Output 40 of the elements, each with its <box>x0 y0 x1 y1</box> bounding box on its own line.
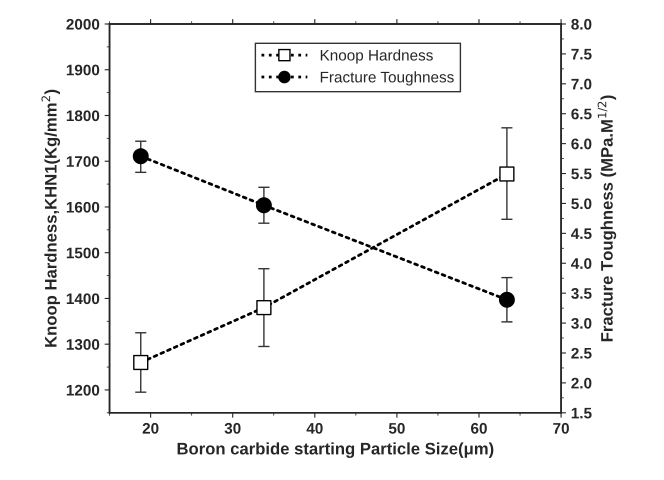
y2-tick-label: 4.5 <box>571 228 592 240</box>
y2-tick-label: 6.0 <box>571 138 592 150</box>
x-tick-label: 60 <box>471 422 487 434</box>
y-tick-label: 1600 <box>66 202 100 213</box>
y2-tick-label: 3.5 <box>571 288 592 299</box>
y-tick-label: 1300 <box>66 339 100 350</box>
point <box>256 300 272 316</box>
point <box>133 354 148 370</box>
y2-tick-label: 5.0 <box>571 198 592 210</box>
point <box>132 148 149 164</box>
y2-tick-label: 2.5 <box>571 348 592 359</box>
x-axis-title: Boron carbide starting Particle Size(μm) <box>178 442 494 458</box>
x-tick-label: 50 <box>388 422 405 434</box>
y-tick-label: 1200 <box>66 384 100 396</box>
y2-tick-label: 4.0 <box>571 258 592 269</box>
y2-tick-label: 7.0 <box>571 78 592 90</box>
y-tick-label: 1700 <box>66 156 100 167</box>
x-tick-label: 40 <box>306 422 323 434</box>
y2-tick-label: 8.0 <box>571 18 592 30</box>
x-tick-label: 20 <box>142 422 158 434</box>
y2-tick-label: 2.0 <box>571 378 592 389</box>
legend-label: Fracture Toughness <box>320 71 454 86</box>
y-tick-label: 1900 <box>66 64 100 76</box>
y-axis-title: Knoop Hardness,KHN1(Kg/mm$^{2}$) <box>41 90 60 347</box>
y2-tick-label: 5.5 <box>571 168 592 180</box>
y-tick-label: 1500 <box>66 248 100 258</box>
y-tick-label: 1800 <box>66 110 100 122</box>
x-tick-label: 70 <box>553 422 569 434</box>
y-tick-label: 1400 <box>66 293 100 304</box>
point <box>256 197 272 214</box>
legend-label: Knoop Hardness <box>320 49 433 64</box>
y2-tick-label: 1.5 <box>572 408 592 418</box>
y-tick-label: 2000 <box>66 18 100 30</box>
y2-axis-title: Fracture Toughness (MPa.M$^{1/2}$) <box>598 95 616 342</box>
point <box>498 292 515 308</box>
y2-tick-label: 6.5 <box>571 108 592 120</box>
point <box>499 166 515 182</box>
y2-tick-label: 7.5 <box>571 48 592 60</box>
y2-tick-label: 3.0 <box>571 318 592 329</box>
x-tick-label: 30 <box>224 422 241 434</box>
